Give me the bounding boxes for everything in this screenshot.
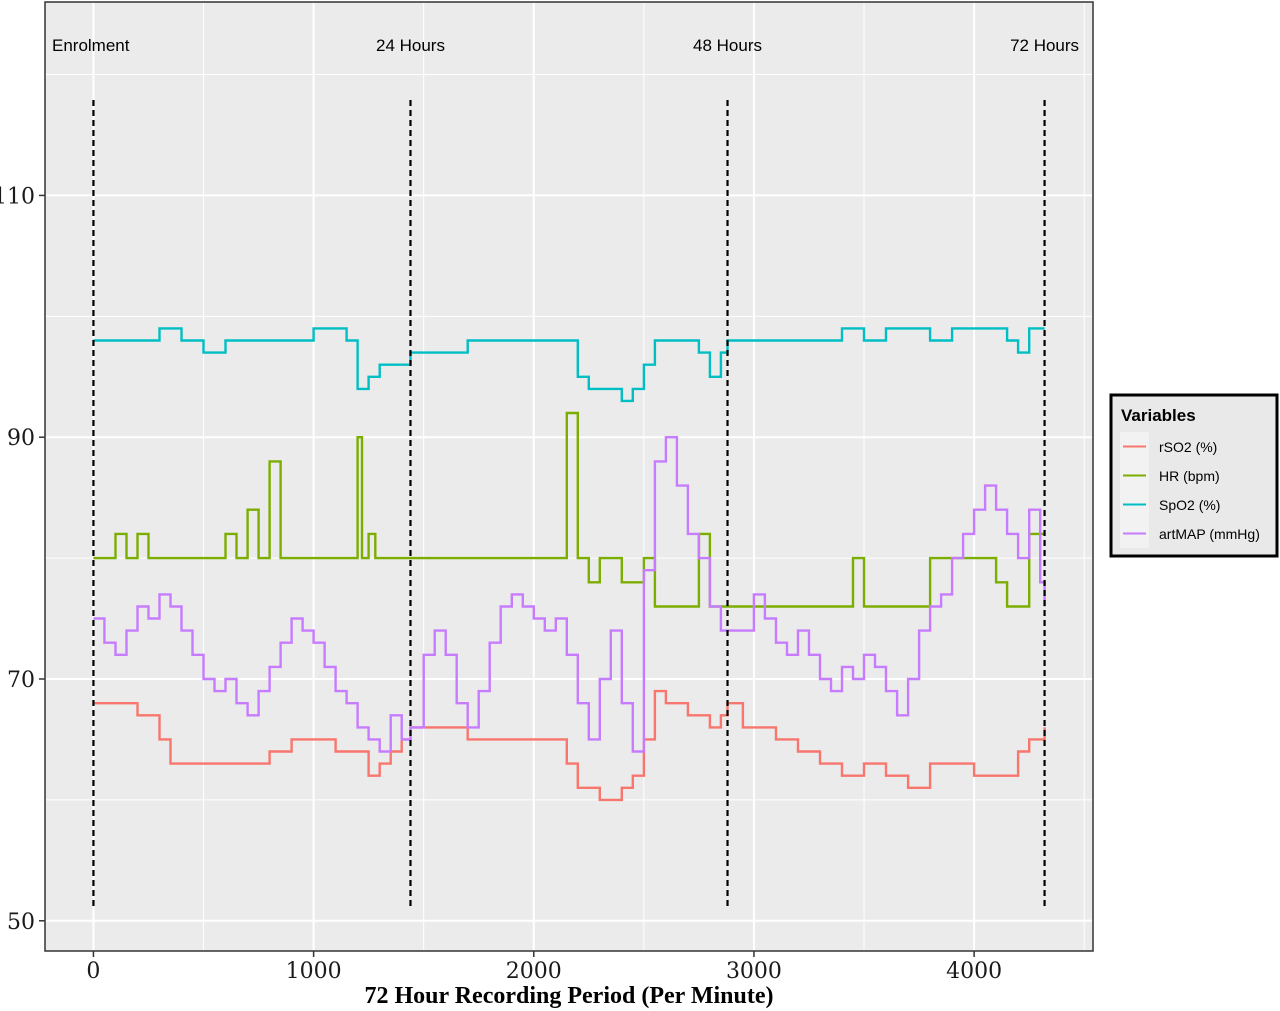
y-tick-label: 50: [7, 910, 35, 935]
legend-label-3: artMAP (mmHg): [1159, 526, 1260, 542]
x-axis-label: 72 Hour Recording Period (Per Minute): [364, 983, 773, 1009]
reference-label-1: 24 Hours: [376, 36, 445, 55]
series-line-3: [93, 436, 1046, 753]
legend-label-1: HR (bpm): [1159, 468, 1220, 484]
legend-label-2: SpO2 (%): [1159, 497, 1220, 513]
y-tick-label: 70: [7, 668, 35, 693]
panel-background: [45, 2, 1093, 951]
panel-border: [44, 1, 1094, 952]
legend-title: Variables: [1121, 406, 1196, 425]
axes: 50 70 90 110 0 1000 2000 3000 4000: [0, 1, 1094, 984]
series-lines: [93, 327, 1046, 802]
reference-label-2: 48 Hours: [693, 36, 762, 55]
x-tick-label: 2000: [506, 959, 562, 984]
x-tick-label: 4000: [946, 959, 1002, 984]
x-tick-label: 0: [86, 959, 100, 984]
x-tick-label: 3000: [726, 959, 782, 984]
y-tick-label: 110: [0, 184, 35, 209]
series-line-2: [93, 327, 1045, 403]
x-tick-label: 1000: [286, 959, 342, 984]
legend: Variables rSO2 (%) HR (bpm) SpO2 (%) artMAP…: [1109, 393, 1279, 558]
y-tick-label: 90: [7, 426, 35, 451]
plot-panel: [45, 2, 1093, 951]
reference-lines: Enrolment 24 Hours 48 Hours 72 Hours: [52, 36, 1079, 908]
series-line-0: [93, 689, 1046, 802]
legend-label-0: rSO2 (%): [1159, 439, 1217, 455]
reference-label-3: 72 Hours: [1010, 36, 1079, 55]
reference-label-0: Enrolment: [52, 36, 130, 55]
series-line-1: [93, 411, 1045, 608]
